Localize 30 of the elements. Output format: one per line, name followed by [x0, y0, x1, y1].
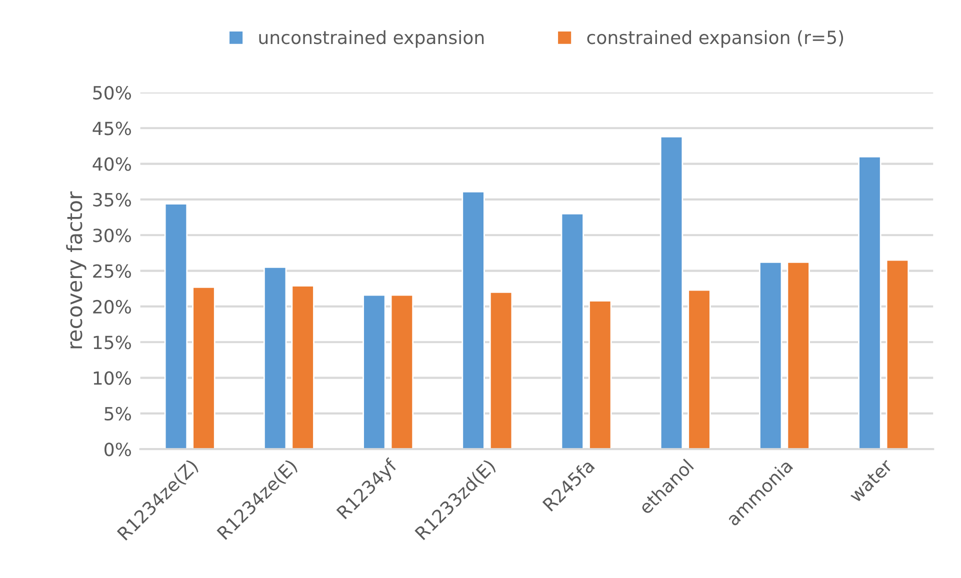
y-axis-title: recovery factor [66, 191, 86, 348]
legend-label: unconstrained expansion [259, 30, 484, 48]
y-tick-label: 40% [92, 157, 131, 171]
bar [688, 289, 711, 450]
bar [886, 259, 910, 450]
y-tick-label: 20% [93, 300, 131, 314]
bar [560, 213, 584, 450]
bar [263, 266, 287, 450]
y-tick-label: 50% [93, 86, 131, 100]
bar [291, 285, 314, 450]
y-tick-label: 0% [104, 442, 131, 456]
bar [786, 262, 810, 450]
bar [362, 294, 386, 450]
bar [489, 291, 513, 450]
y-tick-label: 10% [94, 371, 131, 385]
bar [192, 286, 216, 450]
legend-label: constrained expansion (r=5) [587, 30, 844, 48]
bar [390, 294, 414, 450]
y-tick-label: 30% [93, 228, 131, 242]
y-tick-label: 35% [93, 192, 131, 207]
bar [759, 262, 782, 450]
y-tick-label: 45% [92, 122, 131, 136]
bar [588, 300, 612, 450]
y-tick-label: 25% [93, 264, 131, 278]
bar [858, 156, 882, 450]
y-tick-label: 15% [94, 336, 131, 350]
bar [462, 190, 485, 450]
bar [164, 203, 188, 450]
bar [660, 136, 684, 450]
y-tick-label: 5% [104, 406, 131, 421]
